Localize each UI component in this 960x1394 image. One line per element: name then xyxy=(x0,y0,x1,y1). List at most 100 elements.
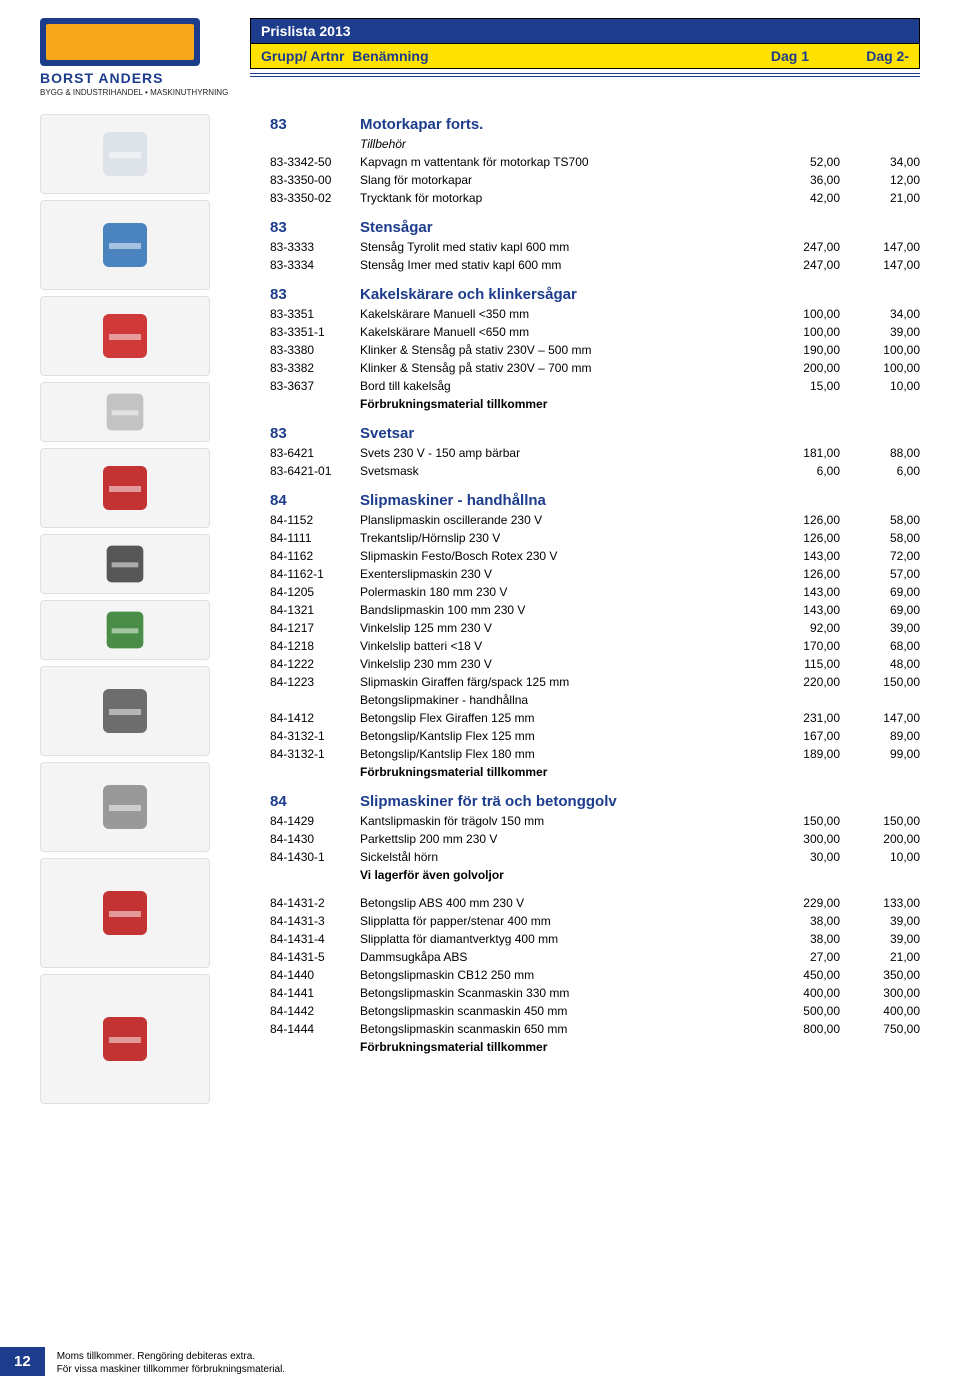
section-heading: 83Motorkapar forts. xyxy=(270,114,920,135)
cell-artnr: 83-6421-01 xyxy=(270,464,360,478)
cell-artnr: 84-1152 xyxy=(270,513,360,527)
section-note: Vi lagerför även golvoljor xyxy=(270,866,920,884)
table-row: 83-3350-00 Slang för motorkapar 36,00 12… xyxy=(270,171,920,189)
cell-dag2: 99,00 xyxy=(840,747,920,761)
cell-dag1: 6,00 xyxy=(760,464,840,478)
product-image xyxy=(40,974,210,1104)
cell-name: Planslipmaskin oscillerande 230 V xyxy=(360,513,760,527)
table-row: 83-3342-50 Kapvagn m vattentank för moto… xyxy=(270,153,920,171)
cell-artnr: 84-1444 xyxy=(270,1022,360,1036)
table-row: 84-1431-2 Betongslip ABS 400 mm 230 V 22… xyxy=(270,894,920,912)
col-dag2: Dag 2- xyxy=(809,48,909,64)
cell-dag1: 42,00 xyxy=(760,191,840,205)
cell-name: Vinkelslip batteri <18 V xyxy=(360,639,760,653)
cell-dag2: 21,00 xyxy=(840,950,920,964)
cell-artnr: 84-1223 xyxy=(270,675,360,689)
cell-dag1: 181,00 xyxy=(760,446,840,460)
cell-dag1: 500,00 xyxy=(760,1004,840,1018)
table-row: 84-1444 Betongslipmaskin scanmaskin 650 … xyxy=(270,1020,920,1038)
cell-artnr: 83-3350-02 xyxy=(270,191,360,205)
cell-artnr: 83-3333 xyxy=(270,240,360,254)
cell-name: Parkettslip 200 mm 230 V xyxy=(360,832,760,846)
cell-dag2: 34,00 xyxy=(840,307,920,321)
cell-dag1: 190,00 xyxy=(760,343,840,357)
cell-dag1: 100,00 xyxy=(760,325,840,339)
cell-dag1: 126,00 xyxy=(760,567,840,581)
cell-name: Betongslip ABS 400 mm 230 V xyxy=(360,896,760,910)
cell-dag1: 189,00 xyxy=(760,747,840,761)
table-row: 84-1431-5 Dammsugkåpa ABS 27,00 21,00 xyxy=(270,948,920,966)
logo: BORST ANDERS BYGG & INDUSTRIHANDEL • MAS… xyxy=(40,18,250,96)
cell-artnr: 84-1162 xyxy=(270,549,360,563)
cell-name: Kakelskärare Manuell <650 mm xyxy=(360,325,760,339)
cell-dag2: 200,00 xyxy=(840,832,920,846)
cell-name: Sickelstål hörn xyxy=(360,850,760,864)
cell-dag1: 800,00 xyxy=(760,1022,840,1036)
cell-dag2: 300,00 xyxy=(840,986,920,1000)
cell-name: Stensåg Imer med stativ kapl 600 mm xyxy=(360,258,760,272)
cell-dag1: 229,00 xyxy=(760,896,840,910)
table-row: 84-1205 Polermaskin 180 mm 230 V 143,00 … xyxy=(270,583,920,601)
cell-artnr: 84-1162-1 xyxy=(270,567,360,581)
cell-dag1: 200,00 xyxy=(760,361,840,375)
cell-dag2: 750,00 xyxy=(840,1022,920,1036)
cell-dag2: 39,00 xyxy=(840,621,920,635)
cell-dag1: 115,00 xyxy=(760,657,840,671)
logo-sub-text: BYGG & INDUSTRIHANDEL • MASKINUTHYRNING xyxy=(40,88,250,97)
cell-artnr: 83-3380 xyxy=(270,343,360,357)
header-columns: Grupp/ Artnr Benämning Dag 1 Dag 2- xyxy=(250,44,920,69)
cell-dag1: 300,00 xyxy=(760,832,840,846)
header-divider xyxy=(250,73,920,77)
section-heading: 83Stensågar xyxy=(270,217,920,238)
table-row: 84-1218 Vinkelslip batteri <18 V 170,00 … xyxy=(270,637,920,655)
cell-artnr: 84-1431-3 xyxy=(270,914,360,928)
section-note: Förbrukningsmaterial tillkommer xyxy=(270,395,920,413)
cell-artnr: 84-1218 xyxy=(270,639,360,653)
cell-dag1: 38,00 xyxy=(760,914,840,928)
cell-artnr: 83-6421 xyxy=(270,446,360,460)
product-image xyxy=(40,382,210,442)
cell-artnr: 83-3334 xyxy=(270,258,360,272)
cell-dag2: 72,00 xyxy=(840,549,920,563)
cell-dag2: 400,00 xyxy=(840,1004,920,1018)
cell-dag2: 58,00 xyxy=(840,531,920,545)
image-column xyxy=(40,114,270,1110)
cell-artnr: 83-3342-50 xyxy=(270,155,360,169)
col-benamning: Benämning xyxy=(352,48,428,64)
cell-name: Vinkelslip 230 mm 230 V xyxy=(360,657,760,671)
cell-artnr: 83-3637 xyxy=(270,379,360,393)
section-heading: 84Slipmaskiner för trä och betonggolv xyxy=(270,791,920,812)
table-row: 83-3334 Stensåg Imer med stativ kapl 600… xyxy=(270,256,920,274)
cell-artnr: 84-3132-1 xyxy=(270,747,360,761)
cell-name: Stensåg Tyrolit med stativ kapl 600 mm xyxy=(360,240,760,254)
table-row: 84-1162 Slipmaskin Festo/Bosch Rotex 230… xyxy=(270,547,920,565)
table-row: 84-1431-4 Slipplatta för diamantverktyg … xyxy=(270,930,920,948)
cell-name: Kantslipmaskin för trägolv 150 mm xyxy=(360,814,760,828)
cell-name: Slang för motorkapar xyxy=(360,173,760,187)
cell-name: Betongslipmaskin Scanmaskin 330 mm xyxy=(360,986,760,1000)
product-image xyxy=(40,666,210,756)
product-image xyxy=(40,600,210,660)
cell-dag1: 231,00 xyxy=(760,711,840,725)
cell-dag1: 170,00 xyxy=(760,639,840,653)
header-prislista: Prislista 2013 xyxy=(250,18,920,44)
product-image xyxy=(40,762,210,852)
cell-dag2: 69,00 xyxy=(840,603,920,617)
cell-dag2: 100,00 xyxy=(840,343,920,357)
footer-line2: För vissa maskiner tillkommer förbruknin… xyxy=(57,1363,285,1376)
cell-dag1: 450,00 xyxy=(760,968,840,982)
cell-dag1: 126,00 xyxy=(760,513,840,527)
cell-name: Svetsmask xyxy=(360,464,760,478)
section-note: Förbrukningsmaterial tillkommer xyxy=(270,763,920,781)
section-note: Förbrukningsmaterial tillkommer xyxy=(270,1038,920,1056)
cell-name: Kapvagn m vattentank för motorkap TS700 xyxy=(360,155,760,169)
cell-name: Betongslipmaskin scanmaskin 650 mm xyxy=(360,1022,760,1036)
table-row: 84-1441 Betongslipmaskin Scanmaskin 330 … xyxy=(270,984,920,1002)
cell-dag2: 57,00 xyxy=(840,567,920,581)
cell-artnr: 84-1440 xyxy=(270,968,360,982)
cell-dag1: 126,00 xyxy=(760,531,840,545)
cell-dag1: 150,00 xyxy=(760,814,840,828)
cell-name: Slipplatta för papper/stenar 400 mm xyxy=(360,914,760,928)
cell-dag2: 147,00 xyxy=(840,258,920,272)
table-row: 83-3380 Klinker & Stensåg på stativ 230V… xyxy=(270,341,920,359)
